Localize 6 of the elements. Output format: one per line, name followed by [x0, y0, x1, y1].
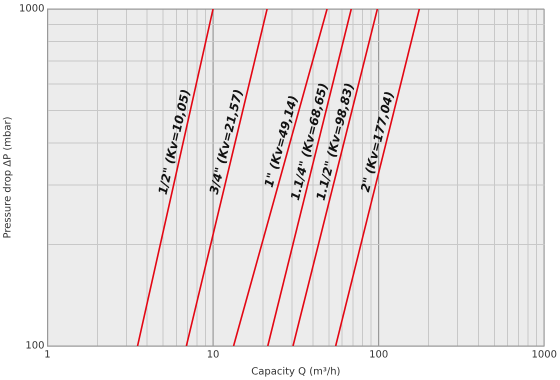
x-tick-label: 10	[206, 350, 220, 361]
x-axis-title: Capacity Q (m³/h)	[251, 366, 341, 378]
x-tick-label: 100	[369, 350, 388, 361]
y-axis-title: Pressure drop ΔP (mbar)	[2, 116, 14, 238]
x-tick-label: 1000	[532, 350, 557, 361]
x-tick-label: 1	[44, 350, 51, 361]
